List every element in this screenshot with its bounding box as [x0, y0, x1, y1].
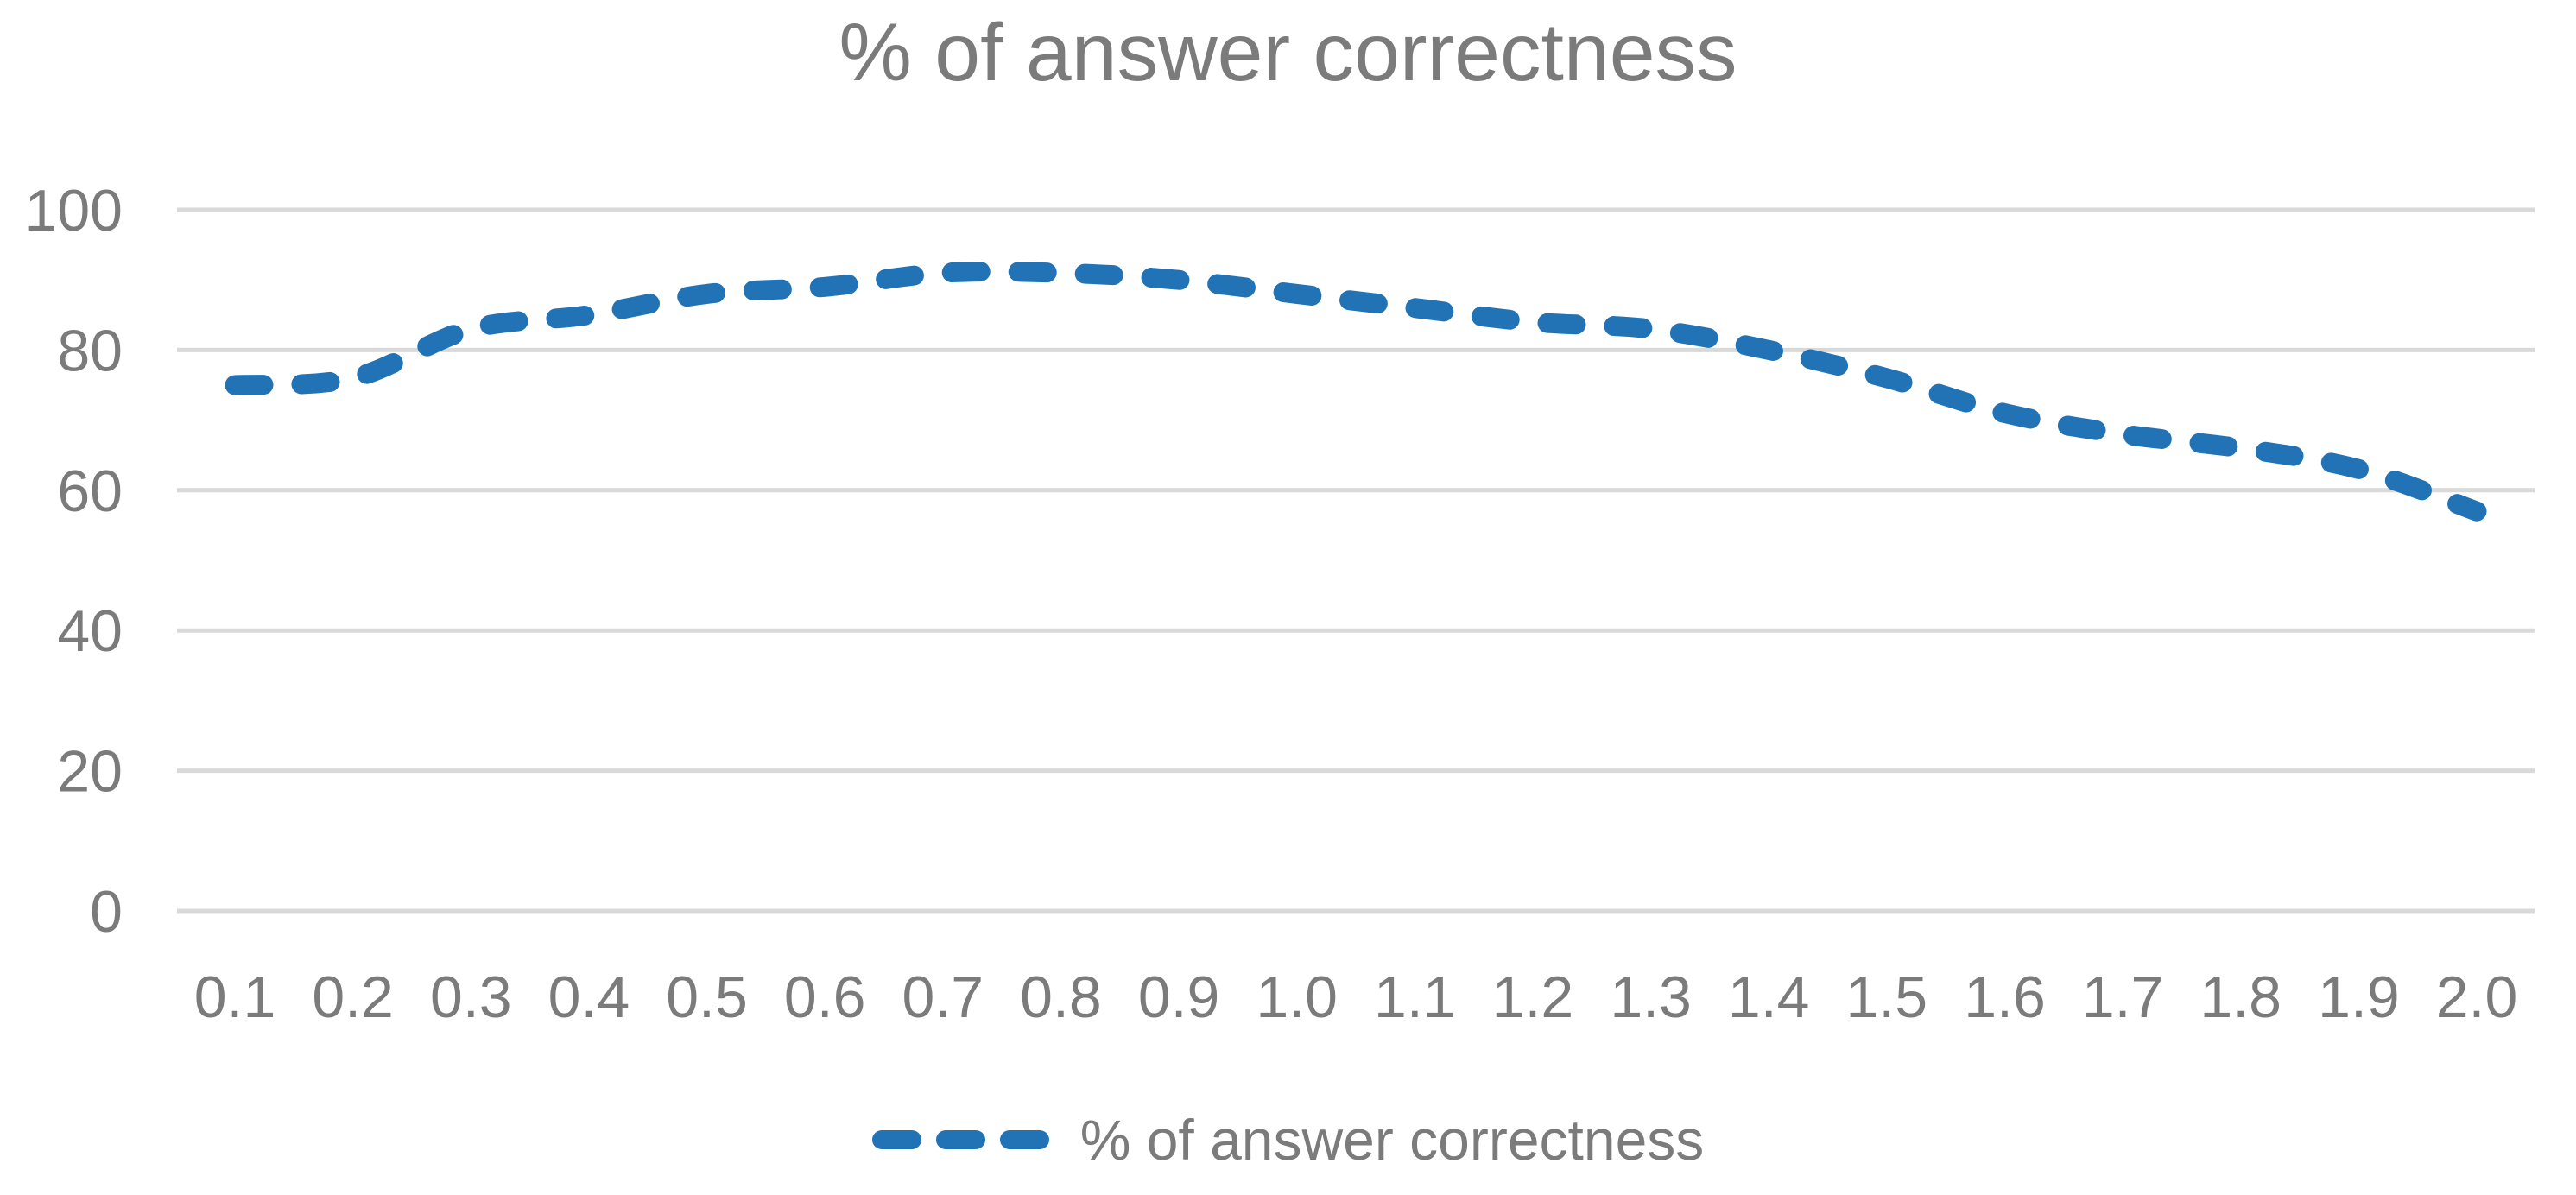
x-axis-tick-label: 1.4 — [1728, 964, 1810, 1030]
x-axis-tick-label: 0.3 — [430, 964, 512, 1030]
x-axis-tick-label: 1.9 — [2318, 964, 2400, 1030]
y-axis-tick-label: 0 — [90, 879, 123, 945]
chart-title: % of answer correctness — [839, 7, 1737, 98]
y-axis-tick-label: 60 — [57, 458, 123, 524]
legend-dash-icon — [999, 1130, 1049, 1149]
x-axis-tick-label: 0.8 — [1020, 964, 1102, 1030]
x-axis-tick-label: 1.6 — [1964, 964, 2046, 1030]
y-axis-tick-label: 80 — [57, 318, 123, 383]
x-axis-tick-label: 1.0 — [1256, 964, 1338, 1030]
data-series-line — [225, 262, 2487, 522]
x-axis-tick-label: 1.7 — [2082, 964, 2164, 1030]
y-axis-tick-label: 20 — [57, 739, 123, 805]
x-axis-tick-label: 0.5 — [666, 964, 748, 1030]
x-axis-tick-label: 2.0 — [2436, 964, 2518, 1030]
x-axis-tick-label: 0.7 — [902, 964, 984, 1030]
x-axis-tick-label: 0.1 — [194, 964, 276, 1030]
x-axis-tick-label: 0.9 — [1138, 964, 1220, 1030]
x-axis-tick-label: 1.5 — [1846, 964, 1928, 1030]
y-axis-tick-label: 40 — [57, 598, 123, 664]
x-axis-tick-label: 1.3 — [1610, 964, 1692, 1030]
x-axis-tick-label: 1.8 — [2199, 964, 2282, 1030]
line-plot: 0 20 40 60 80 100 0.1 0.2 0.3 0.4 0.5 0.6 0.7 0.8 0.9 1… — [25, 178, 2535, 1030]
x-axis-tick-label: 1.2 — [1492, 964, 1574, 1030]
x-axis-tick-label: 0.4 — [548, 964, 630, 1030]
x-axis-tick-label: 1.1 — [1374, 964, 1456, 1030]
x-axis-tick-label: 0.6 — [784, 964, 866, 1030]
legend-dash-icon — [871, 1130, 921, 1149]
x-axis-tick-label: 0.2 — [312, 964, 394, 1030]
y-axis-tick-label: 100 — [25, 178, 123, 243]
legend-dash-icon — [935, 1130, 985, 1149]
legend-label: % of answer correctness — [1079, 1108, 1705, 1172]
legend: % of answer correctness — [0, 1107, 2576, 1173]
legend-dash-marker — [871, 1130, 1049, 1149]
